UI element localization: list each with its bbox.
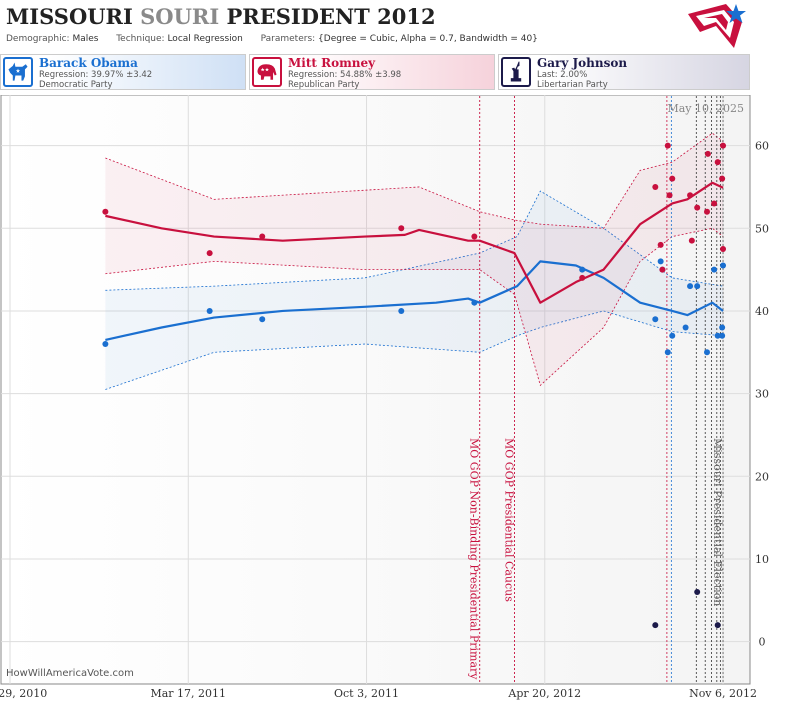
y-tick-label: 10 [755,553,769,566]
poll-point [694,589,701,596]
poll-point [398,307,405,314]
poll-point [719,175,726,182]
poll-point [652,622,659,629]
poll-point [694,283,701,290]
candidate-name: Gary Johnson [537,56,628,70]
poll-point [102,208,109,215]
candidate-regression: Regression: 39.97% ±3.42 [39,70,153,80]
band-upper-line [105,132,724,229]
poll-point [714,332,721,339]
candidate-name: Barack Obama [39,56,138,70]
poll-point [664,349,671,356]
poll-point [471,233,478,240]
title-state: MISSOURI [6,4,133,29]
y-tick-label: 20 [755,470,769,483]
candidate-name: Mitt Romney [288,56,376,70]
y-tick-label: 30 [755,388,769,401]
y-tick-label: 0 [759,636,766,649]
poll-point [720,142,727,149]
candidate-last: Last: 2.00% [537,70,588,80]
polling-chart: 0 10 20 30 40 50 60 Aug 29, 2010 Mar 17, 2011 Oct… [0,95,769,700]
x-tick-label: Oct 3, 2011 [334,687,399,700]
site-credit: HowWillAmericaVote.com [6,668,134,679]
candidate-card-johnson: Gary Johnson Last: 2.00% Libertarian Par… [498,54,750,90]
x-tick-label: Aug 29, 2010 [0,687,47,700]
event-label: MO GOP Presidential Caucus [502,438,515,602]
poll-point [259,316,266,323]
technique-label: Technique: [116,34,165,44]
candidate-regression: Regression: 54.88% ±3.98 [288,70,402,80]
x-tick-label: Nov 6, 2012 [689,687,757,700]
poll-point [714,622,721,629]
demographic-value: Males [72,34,99,44]
trend-line [105,181,724,304]
poll-point [704,208,710,215]
candidate-party: Democratic Party [39,80,113,90]
y-tick-label: 40 [755,305,769,318]
demographic-label: Demographic: [6,34,70,44]
poll-point [719,332,726,339]
poll-point [398,225,405,232]
poll-point [652,316,659,323]
y-tick-label: 50 [755,222,769,235]
poll-point [664,142,671,149]
poll-point [666,192,673,199]
candidate-party: Libertarian Party [537,80,608,90]
x-tick-label: Mar 17, 2011 [150,687,226,700]
title-rest: PRESIDENT 2012 [226,4,436,29]
poll-point [719,324,726,331]
model-parameters: Demographic: Males Technique: Local Regr… [6,34,538,44]
poll-point [688,237,695,244]
poll-point [704,349,710,356]
band-lower-line [105,227,724,387]
poll-point [694,204,701,211]
poll-point [711,200,718,207]
poll-point [659,266,666,273]
poll-point [682,324,689,331]
confidence-band [105,133,724,386]
donkey-icon [3,57,33,87]
candidate-card-romney: Mitt Romney Regression: 54.88% ±3.98 Rep… [249,54,495,90]
poll-point [657,258,664,265]
candidate-party: Republican Party [288,80,360,90]
poll-point [720,262,727,269]
poll-point [259,233,266,240]
poll-point [579,266,586,273]
poll-point [704,150,711,157]
page-title: MISSOURI SOURI PRESIDENT 2012 [6,4,436,29]
poll-point [102,341,109,348]
event-label: Missouri Presidential Election [711,438,724,606]
technique-value: Local Regression [167,34,243,44]
poll-point [720,245,727,252]
trend-line [105,260,724,341]
poll-point [687,192,694,199]
event-label: MO GOP Non-Binding Presidential Primary [468,438,481,680]
confidence-band [105,191,724,390]
parameters-label: Parameters: [260,34,316,44]
poll-point [687,283,694,290]
candidate-card-obama: Barack Obama Regression: 39.97% ±3.42 De… [0,54,246,90]
site-logo [688,4,746,48]
poll-point [206,307,213,314]
parameters-value: {Degree = Cubic, Alpha = 0.7, Bandwidth … [318,34,538,44]
elephant-icon [252,57,282,87]
poll-point [579,274,586,281]
poll-point [669,175,676,182]
poll-point [657,241,664,248]
x-tick-label: Apr 20, 2012 [507,687,581,700]
title-state-ghost: SOURI [140,4,220,29]
band-lower-line [105,310,724,390]
date-stamp: May 10, 2025 [667,102,744,115]
y-tick-label: 60 [755,140,769,153]
poll-point [711,266,718,273]
poll-point [652,183,659,190]
poll-point [206,250,213,257]
poll-point [714,159,721,166]
poll-point [669,332,676,339]
poll-point [471,299,478,306]
plot-area [0,95,751,685]
statue-of-liberty-icon [501,57,531,87]
